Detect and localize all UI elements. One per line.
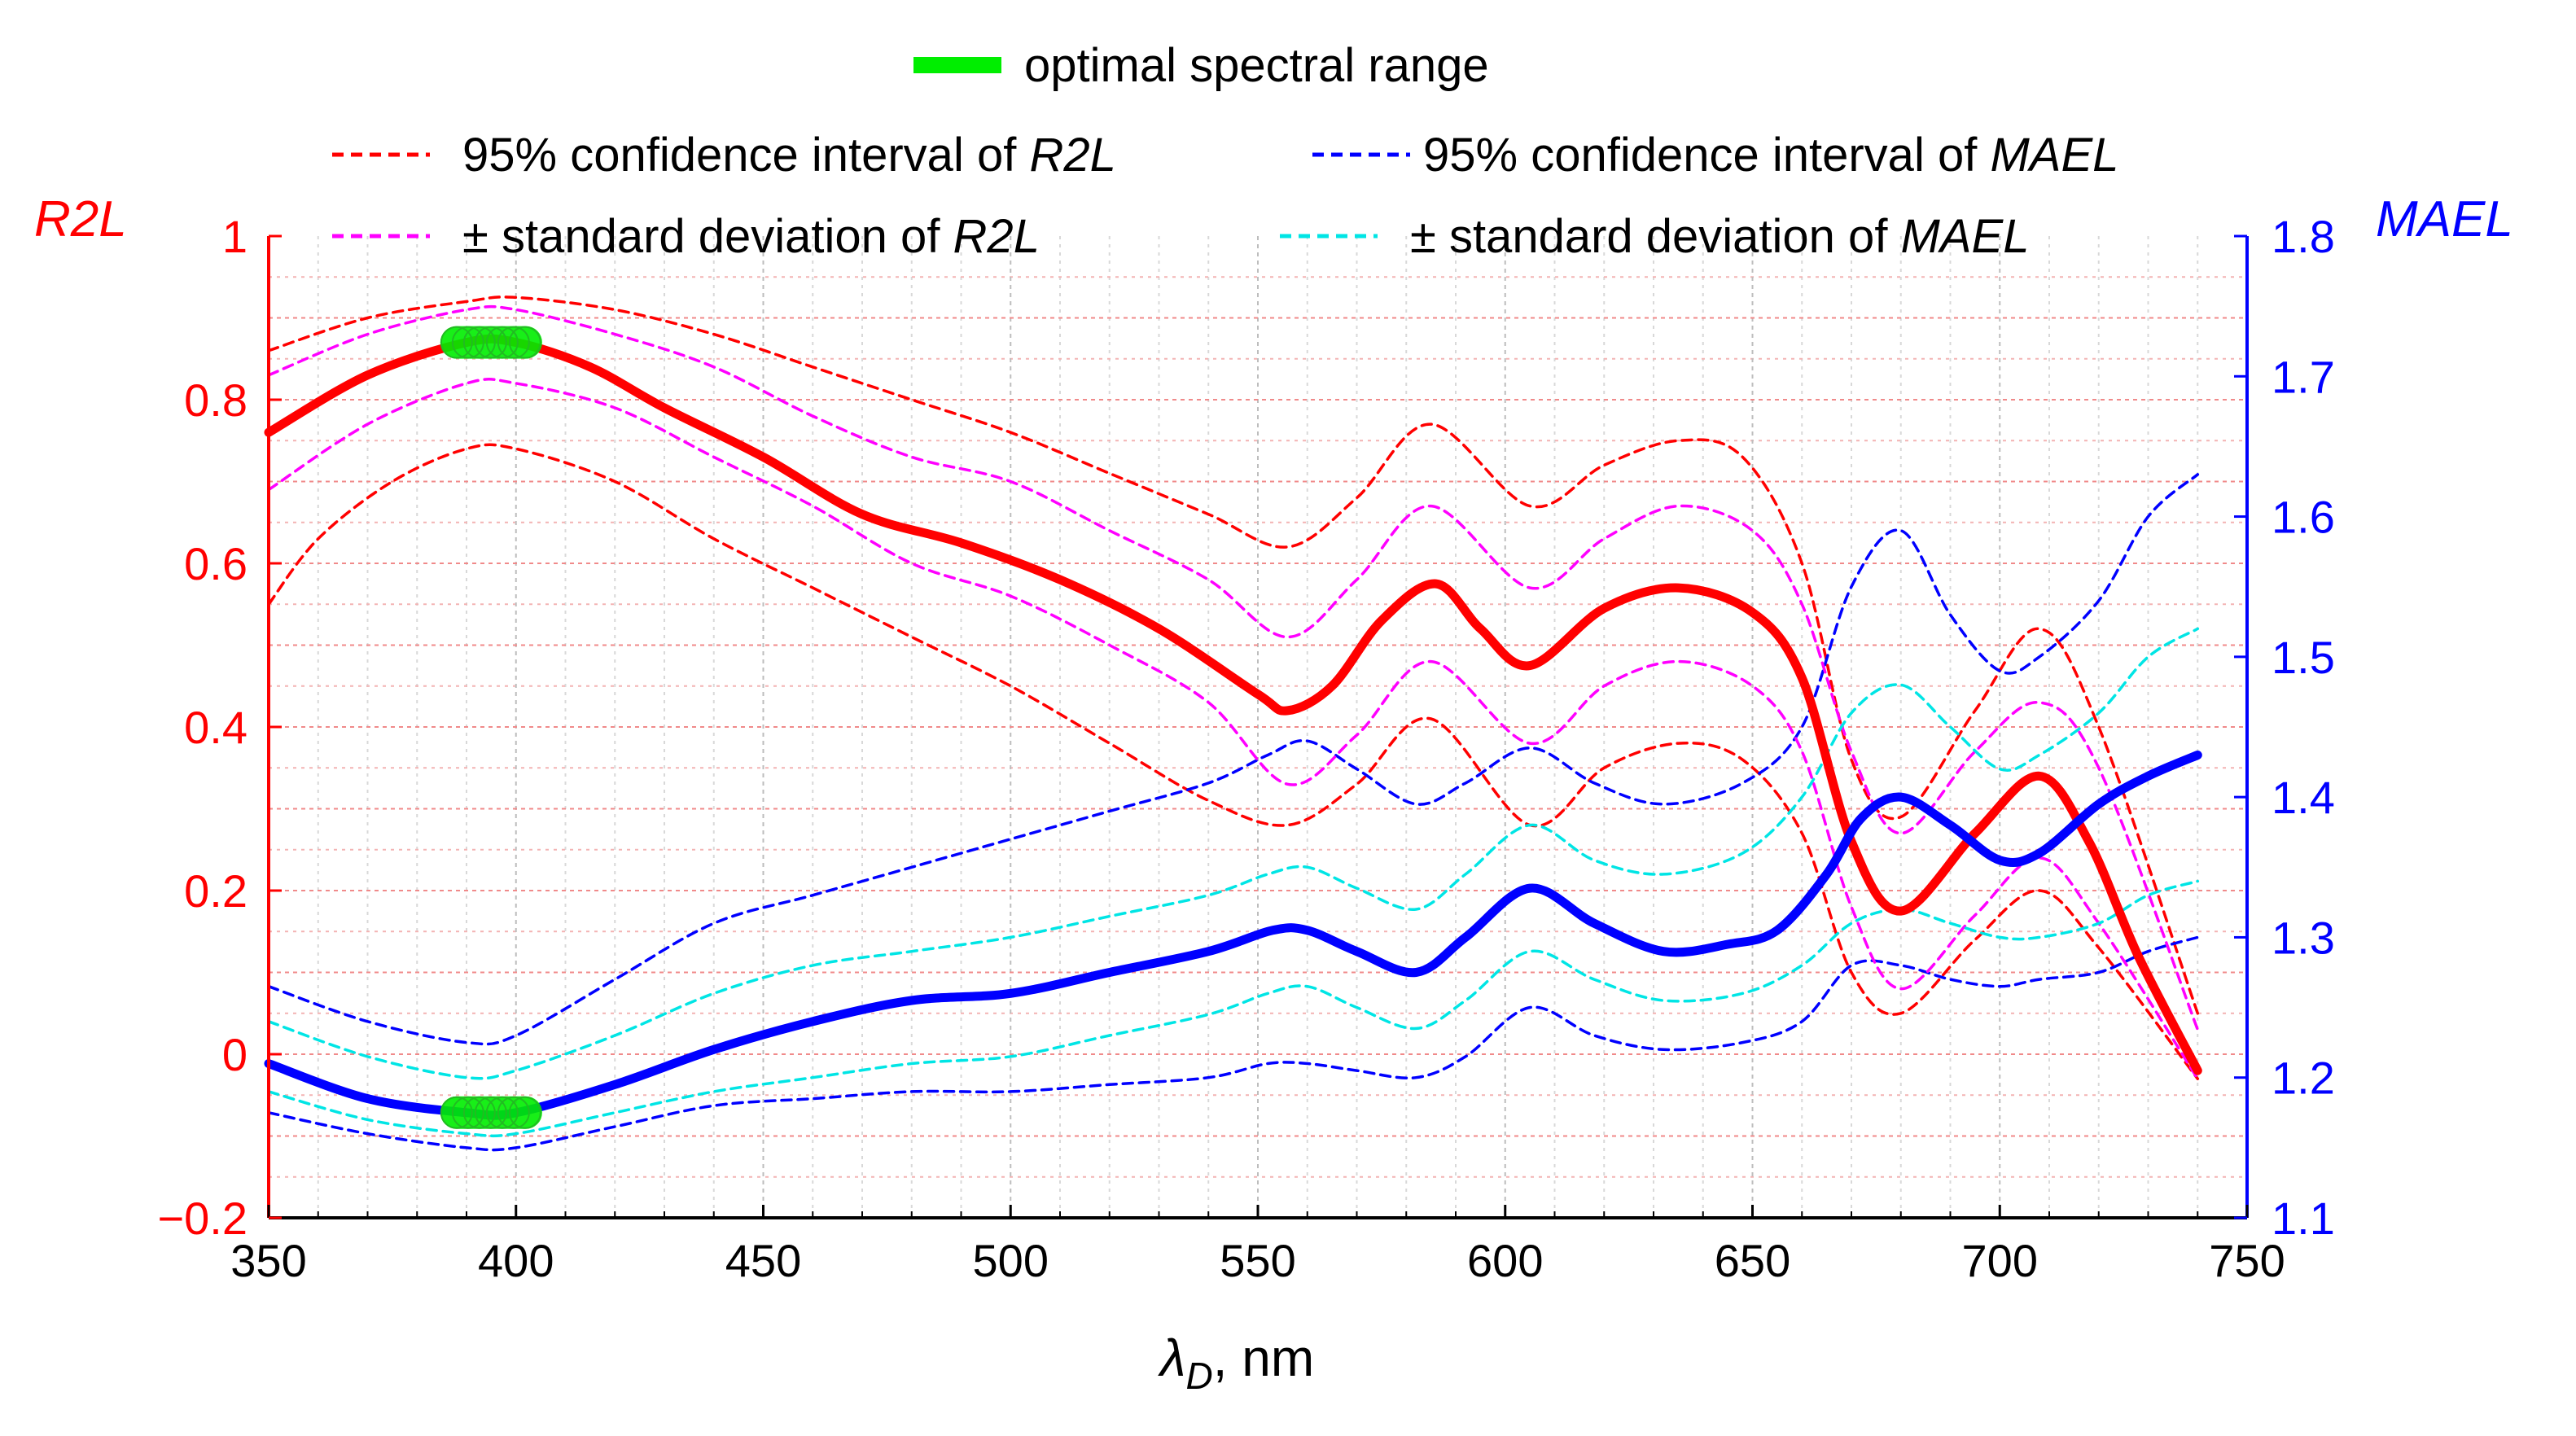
x-axis-title-symbol: λ bbox=[1158, 1329, 1186, 1387]
x-tick-label: 650 bbox=[1715, 1235, 1790, 1286]
series-r2l-ci-upper bbox=[267, 296, 2200, 1015]
series-mael-sd bbox=[267, 879, 2200, 1138]
left-axis-title: R2L bbox=[34, 191, 127, 247]
left-tick-label: 0.2 bbox=[184, 865, 248, 917]
legend-sd-mael-prefix: ± standard deviation of bbox=[1410, 210, 1901, 263]
legend-label-ci-r2l: 95% confidence interval of R2L bbox=[462, 129, 1116, 182]
right-tick-label: 1.1 bbox=[2272, 1193, 2335, 1244]
x-tick-label: 600 bbox=[1467, 1235, 1543, 1286]
series-r2l bbox=[264, 334, 2202, 1075]
left-tick-label: 0.8 bbox=[184, 374, 248, 426]
legend-sd-r2l-var: R2L bbox=[953, 210, 1040, 263]
ticks: 350 400 450 500 550 600 650 700 750 −0.2 0 0.2 0.4 0.… bbox=[157, 211, 2334, 1286]
left-tick-label: 0.6 bbox=[184, 538, 248, 589]
optimal-marker-r2l-ring bbox=[440, 326, 473, 359]
legend-ci-r2l-prefix: 95% confidence interval of bbox=[462, 129, 1029, 182]
series-r2l-sd bbox=[267, 378, 2200, 1080]
right-tick-label: 1.3 bbox=[2272, 912, 2335, 963]
legend-label-sd-mael: ± standard deviation of MAEL bbox=[1410, 210, 2030, 263]
optimal-marker-mael-ring bbox=[474, 1096, 507, 1129]
optimal-marker-r2l-ring bbox=[508, 326, 541, 359]
series-r2l-sd bbox=[267, 304, 2200, 1031]
x-tick-label: 450 bbox=[725, 1235, 801, 1286]
legend-label-ci-mael: 95% confidence interval of MAEL bbox=[1423, 129, 2118, 182]
series-mael-ci-lower bbox=[267, 935, 2200, 1152]
x-tick-label: 400 bbox=[478, 1235, 554, 1286]
optimal-marker-mael-ring bbox=[508, 1096, 541, 1129]
optimal-marker-r2l-ring bbox=[497, 326, 530, 359]
right-tick-label: 1.5 bbox=[2272, 632, 2335, 683]
left-tick-label: 1 bbox=[222, 211, 248, 262]
optimal-marker-r2l-ring bbox=[474, 326, 507, 359]
legend-ci-mael-var: MAEL bbox=[1990, 129, 2118, 182]
x-axis-title: λD, nm bbox=[1158, 1329, 1314, 1397]
legend-label-optimal: optimal spectral range bbox=[1024, 39, 1489, 92]
legend: optimal spectral range 95% confidence in… bbox=[332, 39, 2118, 263]
x-tick-label: 550 bbox=[1220, 1235, 1295, 1286]
legend-label-sd-r2l: ± standard deviation of R2L bbox=[462, 210, 1040, 263]
right-tick-label: 1.4 bbox=[2272, 772, 2335, 823]
optimal-marker-mael-ring bbox=[440, 1096, 473, 1129]
left-tick-label: 0.4 bbox=[184, 702, 248, 753]
right-tick-label: 1.2 bbox=[2272, 1053, 2335, 1104]
series-mael-sd bbox=[267, 627, 2200, 1080]
right-tick-label: 1.8 bbox=[2272, 211, 2335, 262]
right-tick-label: 1.6 bbox=[2272, 492, 2335, 543]
x-axis-title-subscript: D bbox=[1186, 1355, 1213, 1397]
optimal-marker-mael-ring bbox=[497, 1096, 530, 1129]
series-layer bbox=[264, 296, 2202, 1152]
legend-ci-mael-prefix: 95% confidence interval of bbox=[1423, 129, 1990, 182]
x-axis-title-unit: , nm bbox=[1213, 1329, 1314, 1387]
x-tick-label: 750 bbox=[2209, 1235, 2285, 1286]
series-r2l-ci-lower bbox=[267, 443, 2200, 1080]
optimal-range-markers bbox=[440, 326, 542, 1129]
legend-ci-r2l-var: R2L bbox=[1029, 129, 1115, 182]
optimal-marker-r2l-ring bbox=[485, 326, 519, 359]
series-mael-ci-upper bbox=[267, 473, 2200, 1046]
legend-sd-mael-var: MAEL bbox=[1901, 210, 2030, 263]
right-axis-title: MAEL bbox=[2376, 191, 2513, 247]
major-gridlines bbox=[269, 236, 2247, 1218]
optimal-marker-mael-ring bbox=[462, 1096, 496, 1129]
optimal-marker-r2l-ring bbox=[462, 326, 496, 359]
optimal-marker-mael-ring bbox=[485, 1096, 519, 1129]
left-tick-label: 0 bbox=[222, 1029, 248, 1080]
x-tick-label: 350 bbox=[230, 1235, 306, 1286]
series-mael bbox=[264, 751, 2202, 1120]
legend-sd-r2l-prefix: ± standard deviation of bbox=[462, 210, 953, 263]
x-tick-label: 700 bbox=[1962, 1235, 2038, 1286]
optimal-marker-r2l-ring bbox=[451, 326, 484, 359]
left-tick-label: −0.2 bbox=[157, 1193, 248, 1244]
right-tick-label: 1.7 bbox=[2272, 351, 2335, 402]
optimal-marker-mael-ring bbox=[451, 1096, 484, 1129]
x-tick-label: 500 bbox=[973, 1235, 1049, 1286]
